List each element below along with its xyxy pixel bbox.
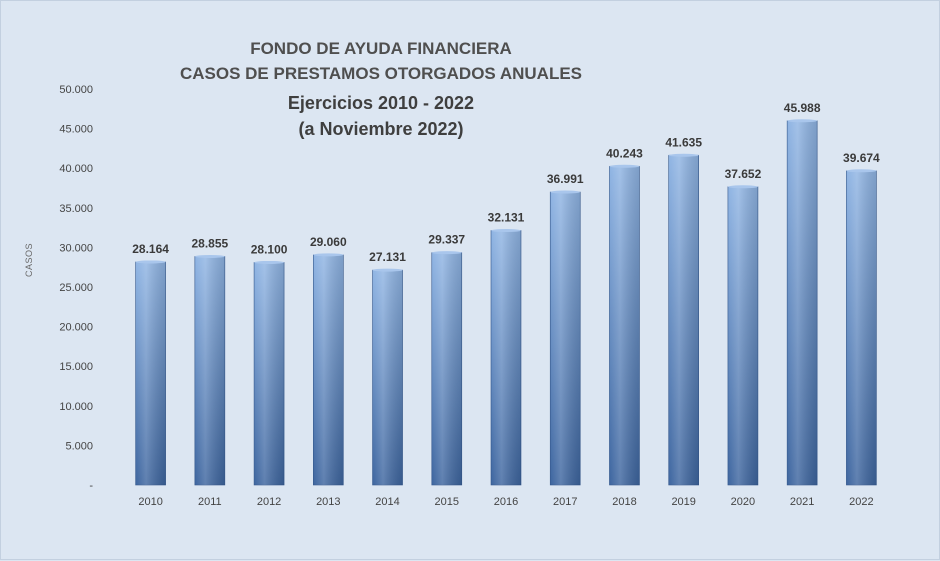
bar-cap-2013 <box>313 253 344 257</box>
y-tick-label: 40.000 <box>59 163 93 175</box>
bar-cap-2017 <box>550 190 581 194</box>
bar-cap-2015 <box>431 251 462 255</box>
x-axis-ticks: 2010 2011 2012 2013 2014 2015 2016 2017 2018 2019… <box>138 496 873 508</box>
data-label-2017: 36.991 <box>547 172 584 186</box>
x-tick-label-2011: 2011 <box>198 496 222 508</box>
bar-cap-2014 <box>372 268 403 272</box>
data-label-2014: 27.131 <box>369 250 406 264</box>
bar-shine-2021 <box>787 120 818 486</box>
x-tick-label-2020: 2020 <box>731 496 755 508</box>
data-label-2015: 29.337 <box>428 233 465 247</box>
y-tick-label: 30.000 <box>59 242 93 254</box>
bar-shine-2015 <box>431 252 462 485</box>
data-label-2022: 39.674 <box>843 151 880 165</box>
bar-shine-2017 <box>550 192 581 485</box>
bar-shine-2022 <box>846 170 877 485</box>
bars <box>135 119 877 486</box>
y-tick-label: 15.000 <box>59 361 93 373</box>
data-labels: 28.164 28.855 28.100 29.060 27.131 29.337 32.1… <box>132 101 880 264</box>
x-tick-label-2014: 2014 <box>375 496 399 508</box>
data-label-2011: 28.855 <box>191 236 228 250</box>
chart-subtitle-line-2: (a Noviembre 2022) <box>298 119 464 139</box>
y-axis-ticks: - 5.000 10.000 15.000 20.000 25.000 30.000 35.0… <box>59 84 93 492</box>
y-tick-label: 5.000 <box>65 440 93 452</box>
data-label-2010: 28.164 <box>132 242 169 256</box>
bar-cap-2016 <box>491 229 521 233</box>
y-tick-label: 20.000 <box>59 322 93 334</box>
bar-shine-2012 <box>254 262 285 485</box>
bar-shine-2014 <box>372 270 403 485</box>
bar-shine-2018 <box>609 166 640 485</box>
bar-shine-2011 <box>194 256 225 485</box>
x-tick-label-2012: 2012 <box>257 496 281 508</box>
x-tick-label-2016: 2016 <box>494 496 518 508</box>
bar-cap-2021 <box>787 119 818 123</box>
bar-cap-2020 <box>727 185 758 189</box>
y-tick-label: 35.000 <box>59 203 93 215</box>
bar-cap-2019 <box>668 153 699 157</box>
data-label-2016: 32.131 <box>488 211 525 225</box>
y-tick-label: - <box>89 480 93 492</box>
y-tick-label: 50.000 <box>59 84 93 96</box>
bar-cap-2011 <box>194 254 225 258</box>
bar-shine-2013 <box>313 254 344 485</box>
data-label-2018: 40.243 <box>606 146 643 160</box>
bar-shine-2010 <box>135 261 166 485</box>
x-tick-label-2017: 2017 <box>553 496 577 508</box>
bar-cap-2012 <box>254 260 285 264</box>
x-tick-label-2010: 2010 <box>138 496 162 508</box>
data-label-2012: 28.100 <box>251 242 288 256</box>
bar-shine-2016 <box>491 230 521 485</box>
x-tick-label-2013: 2013 <box>316 496 340 508</box>
data-label-2013: 29.060 <box>310 235 347 249</box>
x-tick-label-2022: 2022 <box>849 496 873 508</box>
bar-cap-2022 <box>846 169 877 173</box>
bar-shine-2019 <box>668 155 699 485</box>
y-tick-label: 45.000 <box>59 124 93 136</box>
y-tick-label: 25.000 <box>59 282 93 294</box>
chart-title-line-2: CASOS DE PRESTAMOS OTORGADOS ANUALES <box>179 64 583 83</box>
x-tick-label-2019: 2019 <box>671 496 695 508</box>
x-tick-label-2015: 2015 <box>435 496 459 508</box>
data-label-2020: 37.652 <box>725 167 762 181</box>
bar-cap-2010 <box>135 260 166 264</box>
bar-cap-2018 <box>609 164 640 168</box>
y-tick-label: 10.000 <box>59 401 93 413</box>
x-tick-label-2018: 2018 <box>612 496 636 508</box>
bar-shine-2020 <box>727 186 758 486</box>
chart-subtitle-line-1: Ejercicios 2010 - 2022 <box>287 93 475 113</box>
data-label-2019: 41.635 <box>665 135 702 149</box>
data-label-2021: 45.988 <box>784 101 821 115</box>
chart-title-line-1: FONDO DE AYUDA FINANCIERA <box>250 39 512 58</box>
x-tick-label-2021: 2021 <box>790 496 814 508</box>
